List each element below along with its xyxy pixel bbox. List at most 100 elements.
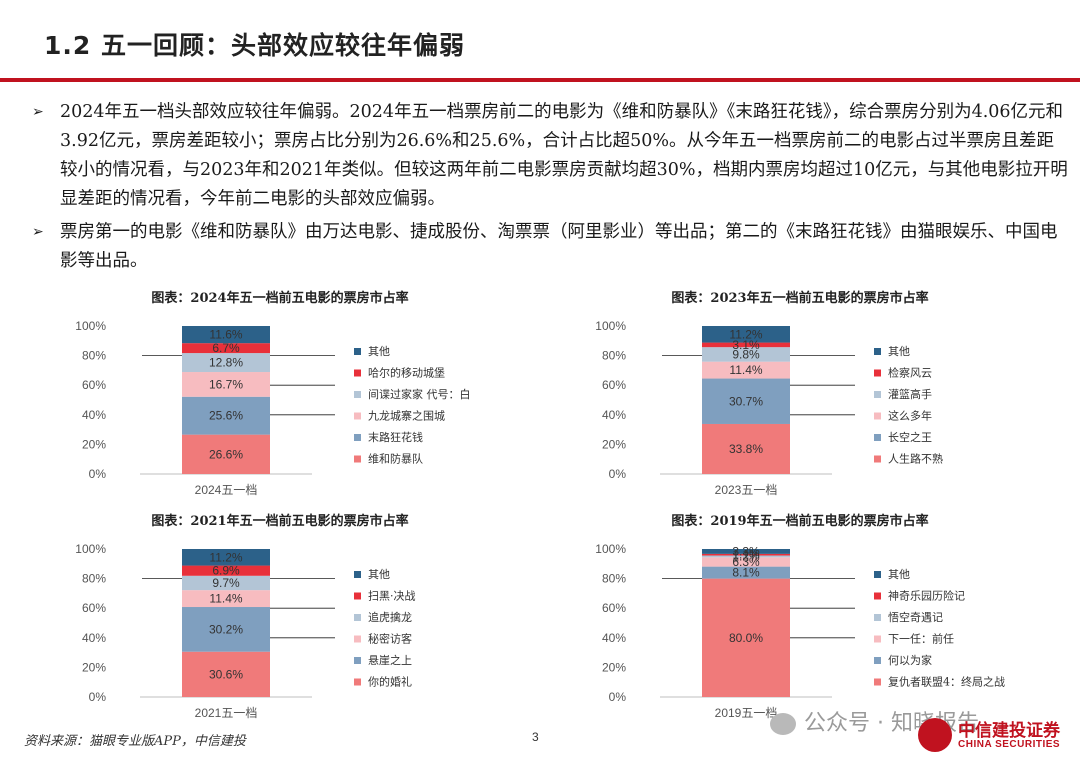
x-tick-label: 2023五一档 <box>715 483 778 497</box>
bar-segment <box>702 347 790 362</box>
bar-segment <box>702 557 790 567</box>
chart-2024: 图表：2024年五一档前五电影的票房市占率 0% 20% 40% 60% 80% 100% 2… <box>40 282 520 500</box>
legend-swatch <box>874 369 881 377</box>
legend-label: 其他 <box>368 568 390 581</box>
bar-segment <box>182 434 270 474</box>
legend-swatch <box>874 348 881 355</box>
y-tick-label: 100% <box>595 542 626 556</box>
legend-label: 人生路不熟 <box>888 452 943 466</box>
legend-swatch <box>874 455 881 463</box>
legend-swatch <box>354 678 361 686</box>
data-label: 6.3% <box>732 555 760 569</box>
bar-segment <box>182 549 270 566</box>
legend-label: 九龙城寨之围城 <box>368 409 445 423</box>
data-label: 25.6% <box>209 409 243 423</box>
y-tick-label: 0% <box>89 467 107 481</box>
legend-label: 下一任：前任 <box>888 632 954 646</box>
chart-2019: 图表：2019年五一档前五电影的票房市占率 0% 20% 40% 60% 80% 100% 8… <box>560 505 1040 723</box>
company-logo: 中信建投证券 CHINA SECURITIES <box>918 716 1068 760</box>
chart-title: 图表：2019年五一档前五电影的票房市占率 <box>671 513 928 529</box>
bar-segment <box>702 578 790 697</box>
legend-swatch <box>354 635 361 643</box>
legend-label: 扫黑·决战 <box>368 590 416 603</box>
chart-title: 图表：2023年五一档前五电影的票房市占率 <box>671 290 928 306</box>
logo-en: CHINA SECURITIES <box>958 739 1061 750</box>
y-tick-label: 0% <box>89 690 107 704</box>
bullet-list: ➢ 2024年五一档头部效应较往年偏弱。2024年五一档票房前二的电影为《维和防… <box>32 98 1068 280</box>
legend-swatch <box>874 434 881 441</box>
y-tick-label: 60% <box>602 601 626 615</box>
data-label: 11.2% <box>209 550 242 564</box>
y-tick-label: 80% <box>82 349 106 363</box>
data-label: 11.6% <box>209 328 242 342</box>
page-number: 3 <box>532 730 539 744</box>
chart-2021: 图表：2021年五一档前五电影的票房市占率 0% 20% 40% 60% 80% 100% 3… <box>40 505 520 723</box>
page-title: 1.2 五一回顾：头部效应较往年偏弱 <box>44 31 465 60</box>
data-label: 9.7% <box>212 576 240 590</box>
y-tick-label: 40% <box>602 631 626 645</box>
y-tick-label: 40% <box>82 408 106 422</box>
legend-swatch <box>874 412 881 420</box>
legend-label: 其他 <box>888 345 910 358</box>
bar-segment <box>182 607 270 652</box>
source-note: 资料来源：猫眼专业版APP，中信建投 <box>24 734 246 749</box>
x-tick-label: 2021五一档 <box>195 706 258 720</box>
legend-swatch <box>354 434 361 441</box>
logo-emblem-icon <box>918 718 952 752</box>
data-label: 1.2% <box>732 549 760 563</box>
y-tick-label: 20% <box>82 437 106 451</box>
data-label: 3.3% <box>732 544 760 558</box>
legend-swatch <box>874 657 881 664</box>
data-label: 30.7% <box>729 394 763 408</box>
y-tick-label: 0% <box>609 690 627 704</box>
legend-label: 维和防暴队 <box>368 452 423 466</box>
bar-segment <box>702 555 790 558</box>
y-tick-label: 20% <box>602 437 626 451</box>
data-label: 11.4% <box>209 592 242 606</box>
y-tick-label: 20% <box>82 660 106 674</box>
data-label: 6.7% <box>212 341 240 355</box>
title-divider <box>0 78 1080 82</box>
chart-title: 图表：2024年五一档前五电影的票房市占率 <box>151 290 408 306</box>
legend-label: 哈尔的移动城堡 <box>368 366 445 380</box>
legend-swatch <box>354 614 361 621</box>
chart-svg: 图表：2023年五一档前五电影的票房市占率 0% 20% 40% 60% 80% 100% 3… <box>595 290 943 497</box>
legend-swatch <box>354 391 361 398</box>
legend-swatch <box>874 678 881 686</box>
legend-label: 检察风云 <box>888 366 932 380</box>
chart-svg: 图表：2021年五一档前五电影的票房市占率 0% 20% 40% 60% 80% 100% 3… <box>75 513 416 720</box>
legend-label: 悟空奇遇记 <box>888 610 943 624</box>
arrow-right-icon: ➢ <box>32 104 44 120</box>
bar-segment <box>182 353 270 373</box>
chart-title: 图表：2021年五一档前五电影的票房市占率 <box>151 513 408 529</box>
bar-segment <box>182 651 270 697</box>
data-label: 6.9% <box>212 564 240 578</box>
legend-label: 追虎擒龙 <box>368 610 412 624</box>
bar-segment <box>182 343 270 354</box>
y-tick-label: 40% <box>602 408 626 422</box>
legend-label: 长空之王 <box>888 430 932 444</box>
legend-swatch <box>354 369 361 377</box>
data-label: 3.1% <box>732 338 760 352</box>
bar-segment <box>702 361 790 379</box>
chart-2023: 图表：2023年五一档前五电影的票房市占率 0% 20% 40% 60% 80% 100% 3… <box>560 282 1040 500</box>
y-tick-label: 20% <box>602 660 626 674</box>
bar-segment <box>702 549 790 554</box>
data-label: 11.4% <box>729 363 762 377</box>
bar-segment <box>702 566 790 579</box>
legend-swatch <box>354 455 361 463</box>
legend-label: 其他 <box>888 568 910 581</box>
logo-cn: 中信建投证券 <box>958 721 1060 741</box>
legend-swatch <box>354 657 361 664</box>
bar-segment <box>182 590 270 608</box>
bar-segment <box>182 372 270 397</box>
legend-swatch <box>874 592 881 600</box>
y-tick-label: 80% <box>82 572 106 586</box>
y-tick-label: 60% <box>82 378 106 392</box>
legend-swatch <box>354 592 361 600</box>
wechat-icon <box>770 713 796 735</box>
data-label: 26.6% <box>209 447 243 461</box>
legend-label: 秘密访客 <box>368 632 412 646</box>
legend-swatch <box>874 391 881 398</box>
y-tick-label: 40% <box>82 631 106 645</box>
